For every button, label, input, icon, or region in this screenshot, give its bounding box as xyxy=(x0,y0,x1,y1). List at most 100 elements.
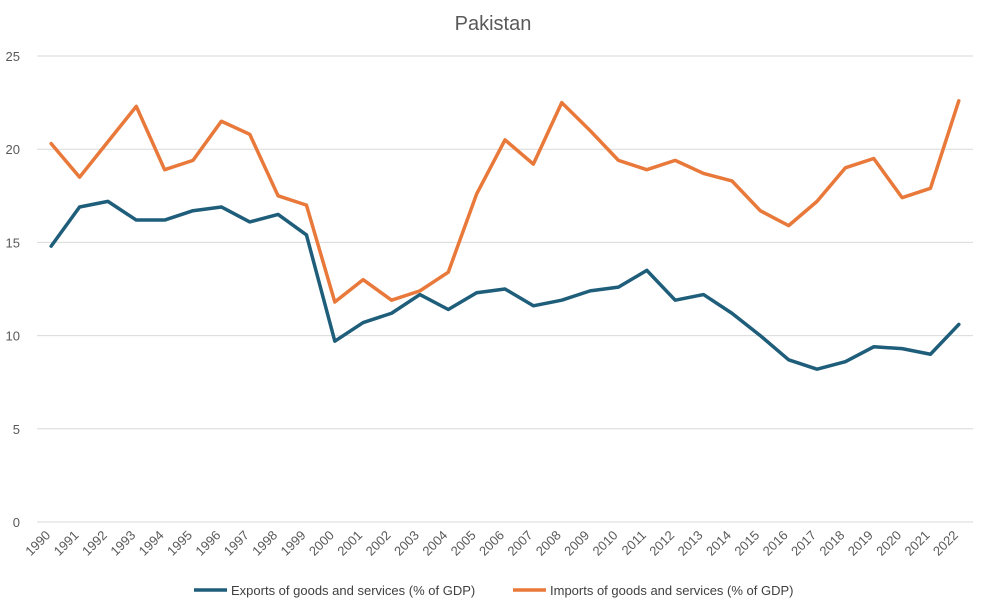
data-point-imports xyxy=(248,132,252,136)
data-point-imports xyxy=(900,196,904,200)
data-point-exports xyxy=(418,293,422,297)
x-tick-label: 1998 xyxy=(249,528,280,559)
data-point-exports xyxy=(78,205,82,209)
data-point-exports xyxy=(645,268,649,272)
y-tick-label: 10 xyxy=(6,329,20,344)
legend: Exports of goods and services (% of GDP)… xyxy=(194,583,793,598)
data-point-exports xyxy=(928,352,932,356)
x-tick-label: 2005 xyxy=(448,528,479,559)
data-point-imports xyxy=(191,158,195,162)
y-tick-label: 20 xyxy=(6,142,20,157)
data-point-imports xyxy=(928,186,932,190)
y-tick-label: 0 xyxy=(13,515,20,530)
data-point-exports xyxy=(872,345,876,349)
data-point-imports xyxy=(588,129,592,133)
x-tick-label: 2021 xyxy=(902,528,933,559)
x-tick-label: 1993 xyxy=(107,528,138,559)
data-point-imports xyxy=(49,142,53,146)
data-point-exports xyxy=(248,220,252,224)
x-tick-label: 2013 xyxy=(675,528,706,559)
x-tick-label: 1990 xyxy=(22,528,53,559)
data-point-exports xyxy=(957,322,961,326)
chart-title: Pakistan xyxy=(455,13,532,35)
data-point-imports xyxy=(333,300,337,304)
series-line-exports xyxy=(49,199,961,371)
data-point-imports xyxy=(78,175,82,179)
data-point-imports xyxy=(390,298,394,302)
data-point-imports xyxy=(163,168,167,172)
data-point-exports xyxy=(843,360,847,364)
data-point-exports xyxy=(787,358,791,362)
data-point-imports xyxy=(815,199,819,203)
data-point-exports xyxy=(730,311,734,315)
x-tick-label: 2008 xyxy=(533,528,564,559)
data-point-imports xyxy=(758,209,762,213)
x-tick-label: 2017 xyxy=(788,528,819,559)
data-point-exports xyxy=(304,233,308,237)
data-point-exports xyxy=(333,339,337,343)
data-point-imports xyxy=(730,179,734,183)
data-point-imports xyxy=(872,157,876,161)
data-point-exports xyxy=(276,212,280,216)
x-tick-label: 2004 xyxy=(419,528,450,559)
data-point-exports xyxy=(588,289,592,293)
x-tick-label: 2006 xyxy=(476,528,507,559)
x-tick-label: 2016 xyxy=(760,528,791,559)
data-point-imports xyxy=(134,104,138,108)
data-point-exports xyxy=(361,321,365,325)
data-point-exports xyxy=(49,244,53,248)
x-tick-label: 2015 xyxy=(731,528,762,559)
legend-label-exports: Exports of goods and services (% of GDP) xyxy=(231,583,475,598)
x-tick-label: 2007 xyxy=(504,528,535,559)
data-point-imports xyxy=(418,289,422,293)
y-tick-label: 15 xyxy=(6,235,20,250)
x-tick-label: 2002 xyxy=(363,528,394,559)
x-tick-label: 1991 xyxy=(51,528,82,559)
series-line-imports xyxy=(49,98,961,304)
x-tick-label: 2019 xyxy=(845,528,876,559)
data-point-imports xyxy=(361,278,365,282)
x-tick-label: 2001 xyxy=(334,528,365,559)
x-tick-label: 1994 xyxy=(136,528,167,559)
data-point-exports xyxy=(758,334,762,338)
x-tick-label: 1996 xyxy=(192,528,223,559)
data-point-imports xyxy=(957,99,961,103)
data-point-imports xyxy=(446,270,450,274)
x-tick-label: 2012 xyxy=(646,528,677,559)
data-point-exports xyxy=(475,291,479,295)
data-point-exports xyxy=(191,209,195,213)
data-point-exports xyxy=(446,308,450,312)
data-point-imports xyxy=(560,101,564,105)
x-tick-label: 1997 xyxy=(221,528,252,559)
data-point-exports xyxy=(815,367,819,371)
data-point-imports xyxy=(106,140,110,144)
series-lines xyxy=(49,98,961,371)
axes: 0510152025199019911992199319941995199619… xyxy=(6,49,973,559)
data-point-exports xyxy=(531,304,535,308)
data-point-exports xyxy=(900,347,904,351)
data-point-imports xyxy=(645,168,649,172)
x-tick-label: 2020 xyxy=(873,528,904,559)
data-point-imports xyxy=(304,203,308,207)
data-point-exports xyxy=(163,218,167,222)
data-point-exports xyxy=(390,311,394,315)
data-point-imports xyxy=(843,166,847,170)
data-point-imports xyxy=(276,194,280,198)
x-tick-label: 2018 xyxy=(816,528,847,559)
x-tick-label: 2014 xyxy=(703,528,734,559)
data-point-exports xyxy=(503,287,507,291)
data-point-exports xyxy=(560,298,564,302)
x-tick-label: 2022 xyxy=(930,528,961,559)
data-point-exports xyxy=(106,199,110,203)
x-tick-label: 2003 xyxy=(391,528,422,559)
data-point-imports xyxy=(616,158,620,162)
data-point-imports xyxy=(673,158,677,162)
data-point-imports xyxy=(475,192,479,196)
data-point-imports xyxy=(503,138,507,142)
data-point-exports xyxy=(219,205,223,209)
x-tick-label: 1999 xyxy=(278,528,309,559)
x-tick-label: 1992 xyxy=(79,528,110,559)
legend-label-imports: Imports of goods and services (% of GDP) xyxy=(550,583,793,598)
x-tick-label: 2011 xyxy=(619,528,649,558)
